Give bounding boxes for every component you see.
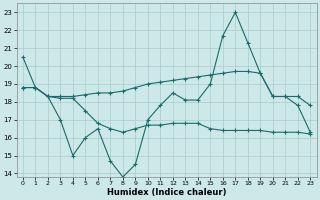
X-axis label: Humidex (Indice chaleur): Humidex (Indice chaleur) <box>107 188 226 197</box>
